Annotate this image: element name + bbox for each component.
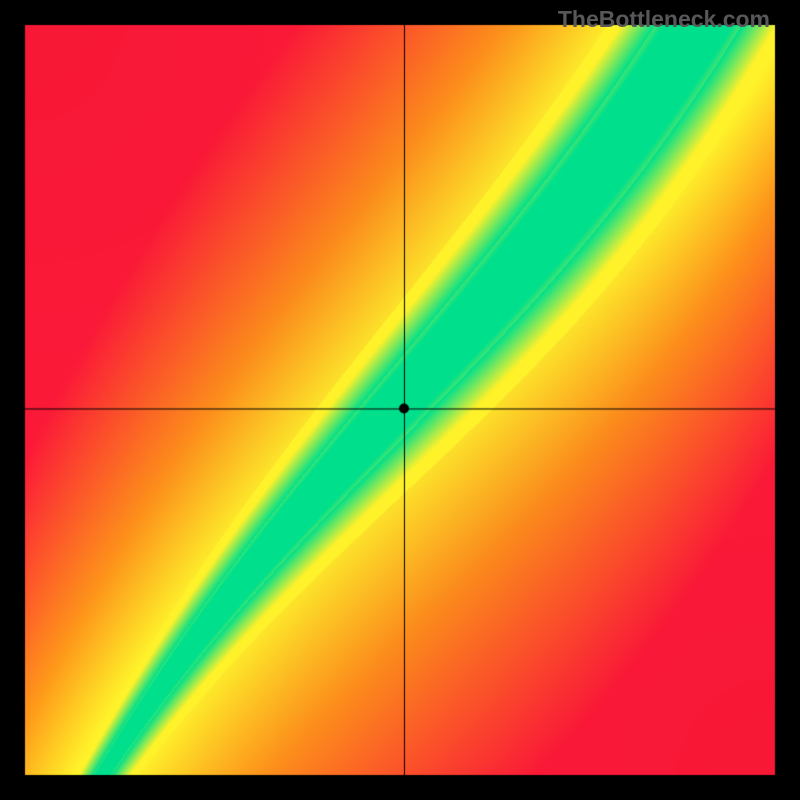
watermark-text: TheBottleneck.com [558, 6, 770, 33]
bottleneck-heatmap [0, 0, 800, 800]
